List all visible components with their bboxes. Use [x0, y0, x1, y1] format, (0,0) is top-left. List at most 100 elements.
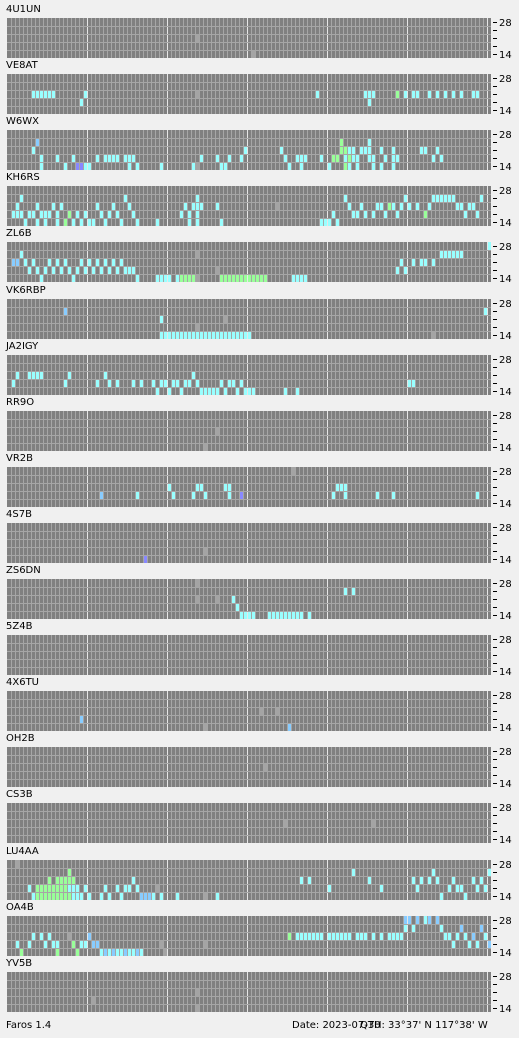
signal-cell — [403, 266, 407, 275]
signal-cell — [115, 378, 119, 387]
signal-cell — [79, 98, 83, 107]
signal-cell — [67, 266, 71, 275]
propagation-grid: 28 14 — [7, 915, 512, 958]
propagation-grid: 28 14 — [7, 130, 512, 172]
signal-cell — [39, 90, 43, 99]
signal-cell — [215, 154, 219, 163]
beacon-panel: LU4AA 28 14 — [0, 846, 519, 902]
propagation-grid: 28 14 — [7, 803, 512, 845]
signal-cell — [415, 90, 419, 99]
propagation-grid: 28 14 — [7, 579, 512, 621]
beacon-panel: CS3B 28 14 — [0, 789, 519, 845]
beacon-panel: YV5B 28 14 — [0, 958, 519, 1014]
axis-label-top: 28 — [499, 860, 512, 871]
signal-cell — [247, 330, 251, 339]
signal-cell — [159, 378, 163, 387]
signal-cell — [67, 883, 71, 892]
beacon-callsign: 4U1UN — [6, 4, 41, 15]
axis-label-top: 28 — [499, 579, 512, 590]
signal-cell — [103, 947, 107, 956]
signal-cell — [103, 258, 107, 267]
signal-cell — [79, 162, 83, 171]
signal-cell — [327, 931, 331, 940]
signal-cell — [187, 330, 191, 339]
signal-cell — [391, 931, 395, 940]
signal-cell — [427, 90, 431, 99]
signal-cell — [439, 891, 443, 900]
beacon-callsign: 5Z4B — [6, 621, 33, 633]
signal-cell — [115, 210, 119, 219]
signal-cell — [343, 146, 347, 155]
signal-cell — [31, 258, 35, 267]
signal-cell — [91, 218, 95, 227]
signal-cell — [227, 378, 231, 387]
signal-cell — [43, 883, 47, 892]
signal-cell — [303, 274, 307, 283]
signal-cell — [215, 386, 219, 395]
signal-cell — [107, 947, 111, 956]
signal-cell — [39, 162, 43, 171]
signal-cell — [143, 891, 147, 900]
signal-cell — [51, 202, 55, 211]
signal-cell — [331, 490, 335, 499]
axis-label-bottom: 14 — [499, 948, 512, 958]
signal-cell — [471, 90, 475, 99]
signal-cell — [95, 154, 99, 163]
signal-cell — [131, 266, 135, 275]
signal-cell — [131, 210, 135, 219]
signal-cell — [15, 859, 19, 868]
beacon-panel: KH6RS 28 14 — [0, 172, 519, 228]
signal-cell — [35, 202, 39, 211]
signal-cell — [183, 378, 187, 387]
signal-cell — [359, 202, 363, 211]
signal-cell — [171, 378, 175, 387]
signal-cell — [63, 883, 67, 892]
signal-cell — [191, 274, 195, 283]
signal-cell — [147, 891, 151, 900]
signal-cell — [171, 330, 175, 339]
signal-cell — [351, 867, 355, 876]
signal-cell — [479, 194, 483, 203]
beacon-callsign: JA2IGY — [6, 340, 39, 352]
signal-cell — [111, 154, 115, 163]
signal-cell — [71, 883, 75, 892]
axis-label-bottom: 14 — [499, 218, 512, 228]
signal-cell — [119, 947, 123, 956]
signal-cell — [95, 258, 99, 267]
axis-label-bottom: 14 — [499, 162, 512, 172]
signal-cell — [415, 883, 419, 892]
beacon-panel: JA2IGY 28 14 — [0, 341, 519, 397]
signal-cell — [163, 378, 167, 387]
signal-cell — [347, 154, 351, 163]
signal-cell — [203, 442, 207, 451]
signal-cell — [43, 939, 47, 948]
signal-cell — [219, 330, 223, 339]
signal-cell — [123, 154, 127, 163]
propagation-grid: 28 14 — [7, 522, 512, 565]
signal-cell — [439, 250, 443, 259]
signal-cell — [71, 891, 75, 900]
signal-cell — [475, 90, 479, 99]
signal-cell — [235, 603, 239, 611]
signal-cell — [63, 306, 67, 315]
signal-cell — [459, 883, 463, 892]
signal-cell — [39, 931, 43, 940]
signal-cell — [83, 883, 87, 892]
signal-cell — [203, 386, 207, 395]
signal-cell — [363, 146, 367, 155]
signal-cell — [167, 330, 171, 339]
signal-cell — [55, 210, 59, 219]
signal-cell — [55, 891, 59, 900]
signal-cell — [87, 931, 91, 940]
signal-cell — [247, 611, 251, 619]
signal-cell — [195, 250, 199, 259]
signal-cell — [403, 915, 407, 924]
beacon-panel: ZL6B 28 14 — [0, 228, 519, 284]
signal-cell — [371, 210, 375, 219]
signal-cell — [235, 330, 239, 339]
signal-cell — [187, 210, 191, 219]
signal-cell — [423, 915, 427, 924]
signal-cell — [215, 891, 219, 900]
signal-cell — [135, 274, 139, 283]
signal-cell — [295, 274, 299, 283]
